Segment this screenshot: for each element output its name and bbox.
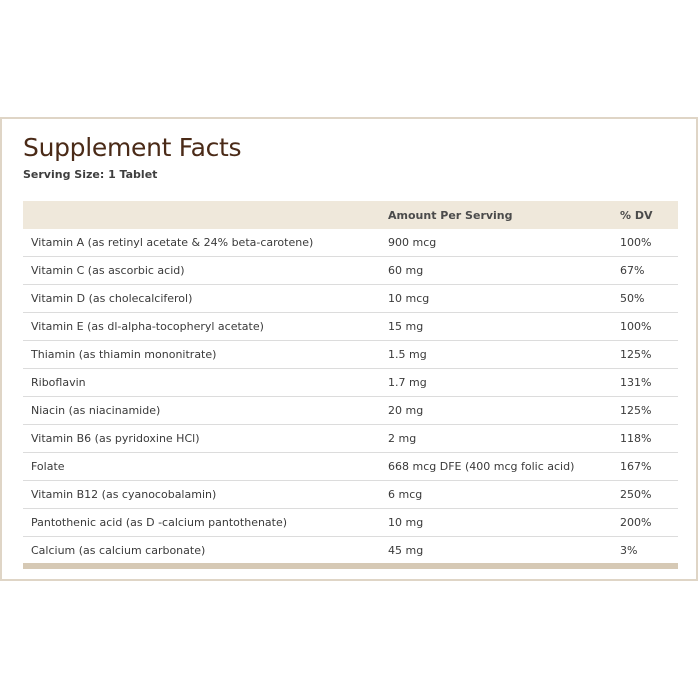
nutrient-amount: 6 mcg bbox=[380, 480, 612, 509]
nutrient-dv: 100% bbox=[612, 312, 678, 341]
nutrient-dv: 67% bbox=[612, 256, 678, 285]
nutrient-dv: 200% bbox=[612, 508, 678, 537]
nutrient-name: Vitamin C (as ascorbic acid) bbox=[23, 256, 380, 285]
nutrient-name: Folate bbox=[23, 452, 380, 481]
nutrient-name: Vitamin D (as cholecalciferol) bbox=[23, 284, 380, 313]
table-row: Riboflavin 1.7 mg 131% bbox=[23, 368, 678, 397]
table-row: Vitamin B6 (as pyridoxine HCl) 2 mg 118% bbox=[23, 424, 678, 453]
table-row: Vitamin A (as retinyl acetate & 24% beta… bbox=[23, 229, 678, 257]
nutrient-dv: 3% bbox=[620, 544, 638, 557]
nutrient-name: Vitamin B6 (as pyridoxine HCl) bbox=[23, 424, 380, 453]
nutrient-name: Calcium (as calcium carbonate) bbox=[31, 544, 206, 557]
nutrient-amount: 900 mcg bbox=[380, 229, 612, 257]
nutrient-dv: 100% bbox=[612, 229, 678, 257]
table-row: Vitamin C (as ascorbic acid) 60 mg 67% bbox=[23, 256, 678, 285]
nutrient-name: Riboflavin bbox=[23, 368, 380, 397]
nutrient-dv: 50% bbox=[612, 284, 678, 313]
nutrient-dv: 167% bbox=[612, 452, 678, 481]
table-row: Thiamin (as thiamin mononitrate) 1.5 mg … bbox=[23, 340, 678, 369]
nutrient-amount: 45 mg bbox=[388, 544, 424, 557]
table-row: Pantothenic acid (as D -calcium pantothe… bbox=[23, 508, 678, 537]
supplement-facts-table: Amount Per Serving % DV Vitamin A (as re… bbox=[23, 201, 678, 564]
nutrient-dv: 118% bbox=[612, 424, 678, 453]
nutrient-dv: 250% bbox=[612, 480, 678, 509]
table-row: Vitamin B12 (as cyanocobalamin) 6 mcg 25… bbox=[23, 480, 678, 509]
nutrient-amount: 20 mg bbox=[380, 396, 612, 425]
table-row: Niacin (as niacinamide) 20 mg 125% bbox=[23, 396, 678, 425]
serving-size: Serving Size: 1 Tablet bbox=[23, 168, 158, 181]
column-header-amount: Amount Per Serving bbox=[388, 208, 513, 222]
nutrient-name: Vitamin E (as dl-alpha-tocopheryl acetat… bbox=[23, 312, 380, 341]
column-header-nutrient bbox=[23, 201, 380, 229]
nutrient-name: Vitamin B12 (as cyanocobalamin) bbox=[23, 480, 380, 509]
nutrient-dv: 131% bbox=[612, 368, 678, 397]
nutrient-name: Pantothenic acid (as D -calcium pantothe… bbox=[23, 508, 380, 537]
supplement-facts-panel: Supplement Facts Serving Size: 1 Tablet … bbox=[0, 117, 698, 581]
table-header-row: Amount Per Serving % DV bbox=[23, 201, 678, 229]
nutrient-amount: 15 mg bbox=[380, 312, 612, 341]
nutrient-amount: 1.7 mg bbox=[380, 368, 612, 397]
nutrient-amount: 10 mcg bbox=[380, 284, 612, 313]
nutrient-name: Thiamin (as thiamin mononitrate) bbox=[23, 340, 380, 369]
nutrient-amount: 668 mcg DFE (400 mcg folic acid) bbox=[380, 452, 612, 481]
table-row: Vitamin D (as cholecalciferol) 10 mcg 50… bbox=[23, 284, 678, 313]
nutrient-name: Vitamin A (as retinyl acetate & 24% beta… bbox=[23, 229, 380, 257]
column-header-dv: % DV bbox=[620, 208, 653, 222]
table-bottom-bar bbox=[23, 563, 678, 569]
nutrient-amount: 2 mg bbox=[380, 424, 612, 453]
nutrient-amount: 1.5 mg bbox=[380, 340, 612, 369]
nutrient-amount: 60 mg bbox=[380, 256, 612, 285]
nutrient-dv: 125% bbox=[612, 340, 678, 369]
nutrient-amount: 10 mg bbox=[380, 508, 612, 537]
table-row: Folate 668 mcg DFE (400 mcg folic acid) … bbox=[23, 452, 678, 481]
table-row: Calcium (as calcium carbonate) 45 mg 3% bbox=[23, 537, 678, 565]
table-row: Vitamin E (as dl-alpha-tocopheryl acetat… bbox=[23, 312, 678, 341]
nutrient-dv: 125% bbox=[612, 396, 678, 425]
nutrient-name: Niacin (as niacinamide) bbox=[23, 396, 380, 425]
page-title: Supplement Facts bbox=[23, 133, 242, 162]
